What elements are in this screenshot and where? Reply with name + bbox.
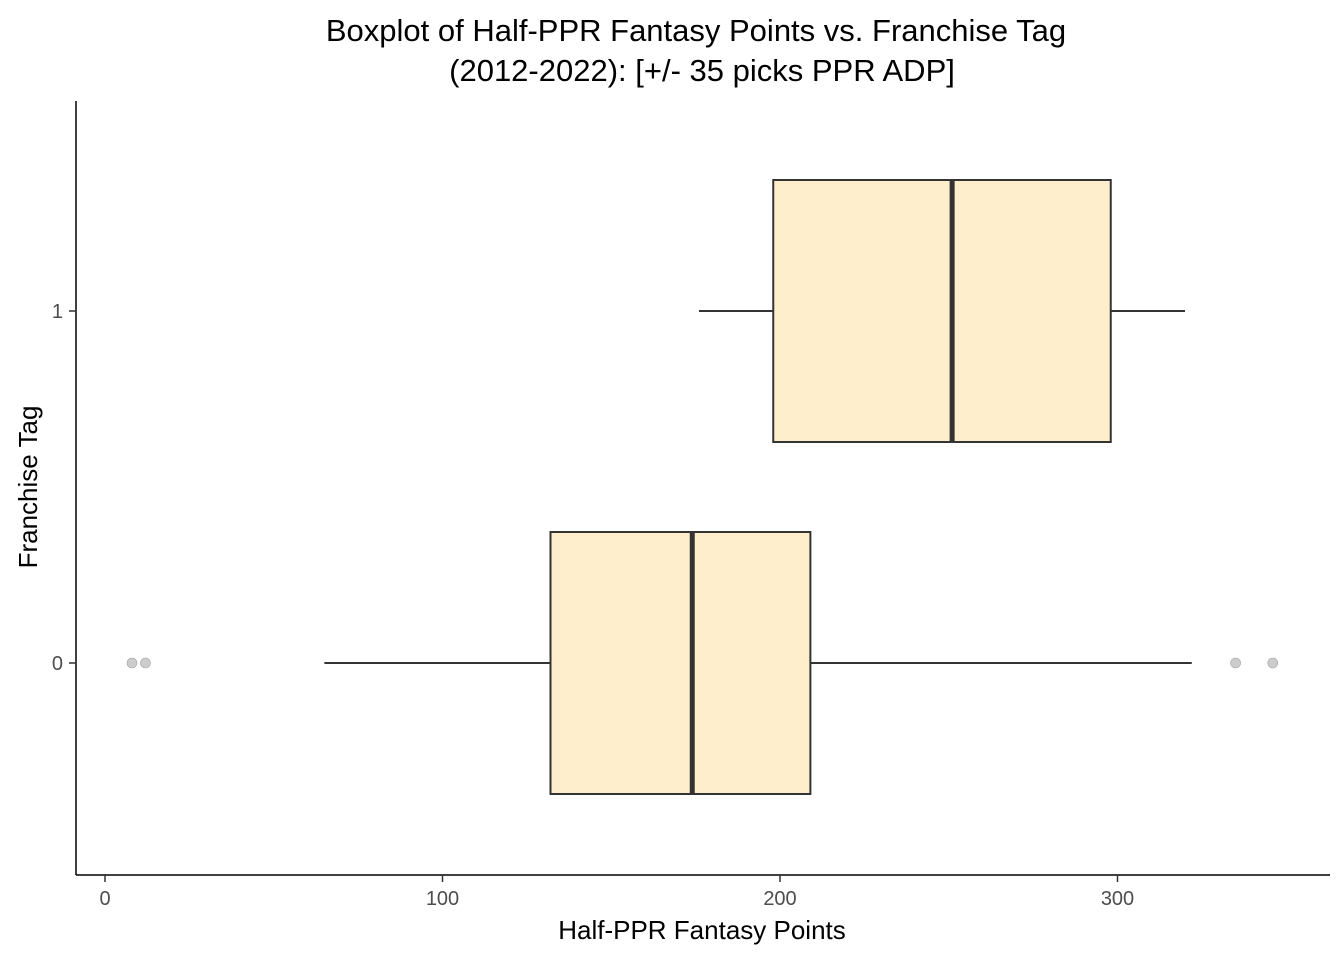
y-tick-label-0: 0 <box>52 653 63 675</box>
x-axis-title: Half-PPR Fantasy Points <box>558 915 846 945</box>
x-tick-label-100: 100 <box>426 888 459 910</box>
axis-ticks: 0 100 200 300 0 1 <box>52 301 1134 910</box>
outlier-point-0-1 <box>140 657 151 669</box>
x-tick-label-0: 0 <box>99 888 110 910</box>
chart-title-line2: (2012-2022): [+/- 35 picks PPR ADP] <box>449 53 955 88</box>
outlier-point-0-3 <box>1267 657 1279 669</box>
box-1 <box>772 179 1112 443</box>
outlier-point-0-0 <box>126 657 138 669</box>
plot-area <box>126 179 1279 795</box>
x-tick-label-200: 200 <box>763 888 796 910</box>
x-tick-label-300: 300 <box>1101 888 1134 910</box>
chart-title-line1: Boxplot of Half-PPR Fantasy Points vs. F… <box>326 13 1066 48</box>
outlier-point-0-2 <box>1230 657 1241 669</box>
box-0 <box>549 531 812 795</box>
y-axis-title: Franchise Tag <box>13 406 43 569</box>
y-tick-label-1: 1 <box>52 301 63 323</box>
